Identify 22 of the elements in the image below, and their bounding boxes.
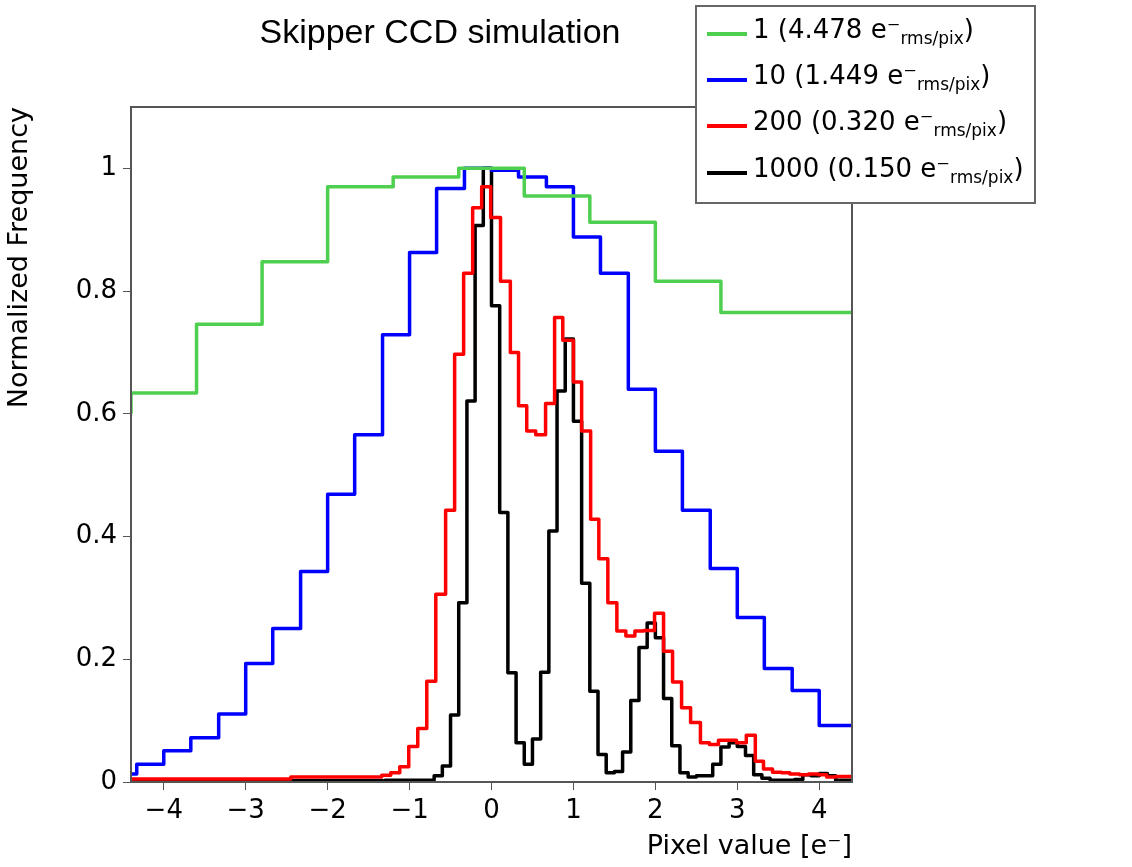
x-tick-label: 2 [647,794,664,825]
y-axis-title: Normalized Frequency [2,106,34,409]
x-tick-label: −4 [144,794,183,825]
x-tick-label: −2 [308,794,347,825]
x-tick-label: 4 [810,794,828,825]
x-tick-label: −1 [390,794,429,825]
chart-title: Skipper CCD simulation [258,12,622,51]
legend-label: 1 (4.478 e⁻$_{rms/pix}$) [753,13,974,51]
legend-label: 200 (0.320 e⁻$_{rms/pix}$) [753,105,1008,143]
y-tick-label: 0.8 [75,273,117,304]
y-tick-label: 0 [100,764,117,795]
x-tick-label: 1 [565,794,582,825]
x-tick-label: 3 [729,794,746,825]
y-tick-label: 0.2 [75,642,117,673]
legend-label: 1000 (0.150 e⁻$_{rms/pix}$) [753,151,1024,189]
x-tick-label: −3 [226,794,265,825]
y-tick-label: 0.6 [75,396,117,427]
legend-label: 10 (1.449 e⁻$_{rms/pix}$) [753,59,991,97]
x-tick-label: 0 [483,794,500,825]
x-axis-title: Pixel value [e⁻] [646,828,852,860]
y-tick-label: 1 [100,151,117,182]
y-tick-label: 0.4 [75,519,117,550]
